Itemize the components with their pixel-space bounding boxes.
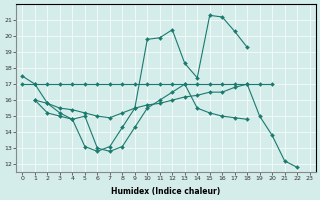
X-axis label: Humidex (Indice chaleur): Humidex (Indice chaleur) [111, 187, 221, 196]
